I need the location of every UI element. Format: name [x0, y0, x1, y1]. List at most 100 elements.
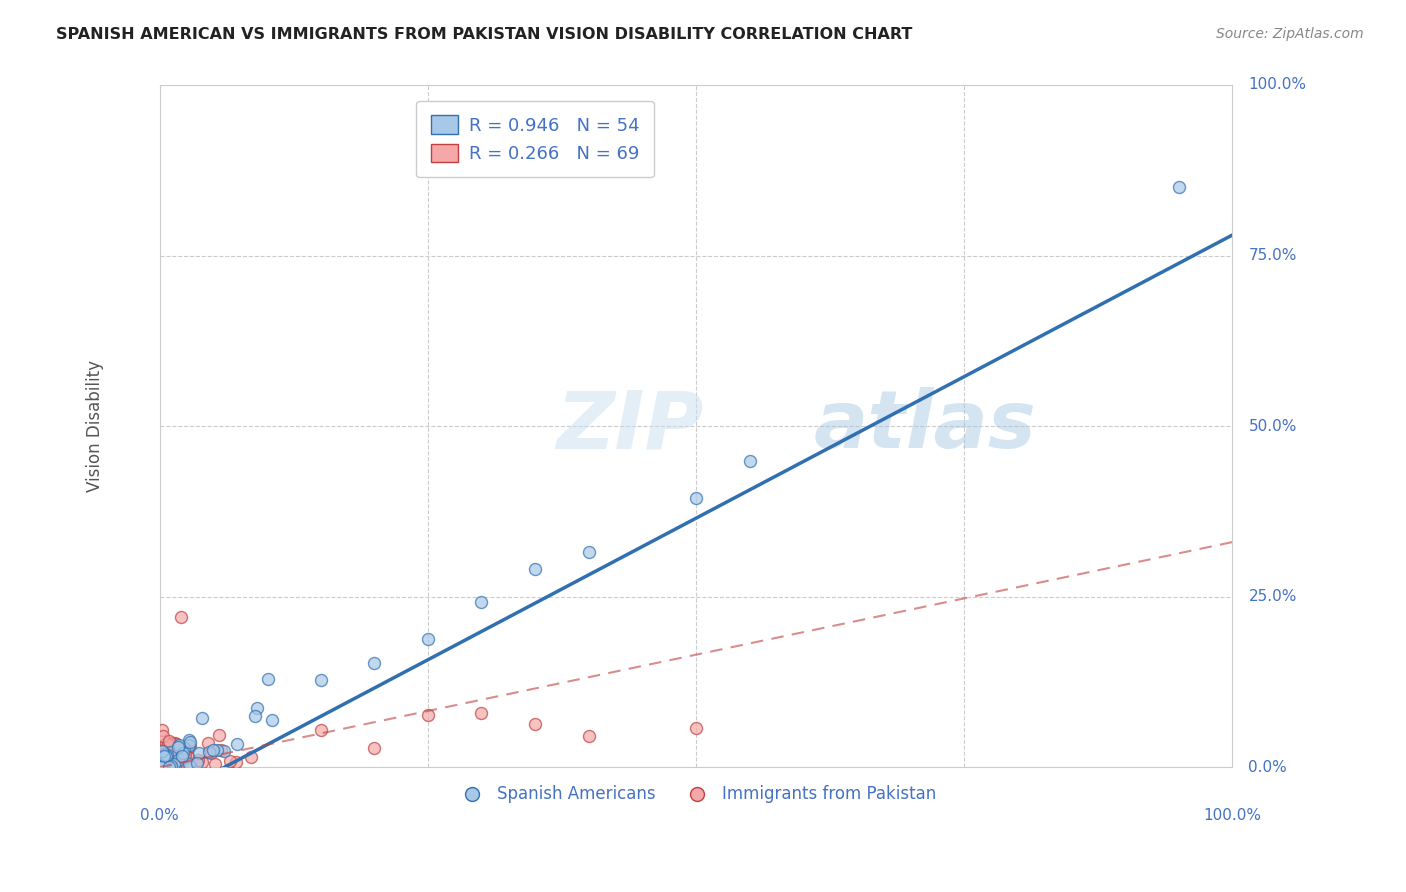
- Point: [150, 760, 173, 774]
- Point: [257, 672, 280, 686]
- Point: [157, 760, 180, 774]
- Point: [173, 747, 195, 762]
- Point: [167, 753, 190, 767]
- Point: [191, 755, 214, 769]
- Point: [159, 757, 181, 772]
- Point: [163, 757, 186, 772]
- Point: [205, 743, 228, 757]
- Point: [153, 749, 176, 764]
- Point: [153, 748, 176, 763]
- Point: [578, 730, 600, 744]
- Point: [738, 453, 761, 467]
- Point: [167, 752, 190, 766]
- Point: [153, 747, 176, 761]
- Point: [157, 756, 180, 770]
- Point: [163, 757, 186, 772]
- Point: [156, 737, 179, 751]
- Point: [179, 739, 201, 753]
- Text: 0.0%: 0.0%: [141, 808, 179, 823]
- Point: [152, 756, 174, 770]
- Point: [163, 756, 186, 771]
- Point: [165, 757, 187, 772]
- Point: [170, 756, 193, 770]
- Point: [150, 723, 173, 738]
- Point: [156, 760, 179, 774]
- Point: [173, 750, 195, 764]
- Point: [156, 758, 179, 772]
- Point: [157, 736, 180, 750]
- Point: [155, 747, 177, 762]
- Point: [159, 758, 181, 772]
- Point: [416, 708, 439, 723]
- Point: [169, 759, 191, 773]
- Point: [152, 759, 174, 773]
- Point: [416, 632, 439, 646]
- Point: [173, 747, 195, 762]
- Point: [226, 737, 249, 751]
- Point: [170, 756, 193, 770]
- Text: 50.0%: 50.0%: [1249, 418, 1296, 434]
- Point: [153, 749, 176, 764]
- Point: [150, 749, 173, 764]
- Point: [149, 759, 172, 773]
- Point: [578, 545, 600, 559]
- Text: atlas: atlas: [814, 387, 1036, 465]
- Point: [160, 736, 183, 750]
- Point: [685, 721, 707, 735]
- Point: [186, 756, 208, 771]
- Point: [470, 706, 492, 720]
- Point: [470, 595, 492, 609]
- Point: [188, 746, 211, 760]
- Point: [245, 701, 267, 715]
- Point: [155, 751, 177, 765]
- Text: 100.0%: 100.0%: [1204, 808, 1261, 823]
- Point: [152, 760, 174, 774]
- Point: [209, 743, 232, 757]
- Point: [149, 749, 172, 764]
- Point: [170, 610, 193, 624]
- Point: [179, 760, 201, 774]
- Point: [156, 755, 179, 769]
- Point: [156, 747, 179, 762]
- Point: [156, 748, 179, 763]
- Point: [363, 656, 385, 670]
- Point: [165, 737, 187, 751]
- Point: [170, 749, 193, 764]
- Point: [149, 753, 172, 767]
- Text: 100.0%: 100.0%: [1249, 78, 1306, 93]
- Text: 75.0%: 75.0%: [1249, 248, 1296, 263]
- Text: ZIP: ZIP: [557, 387, 704, 465]
- Point: [149, 760, 172, 774]
- Text: Source: ZipAtlas.com: Source: ZipAtlas.com: [1216, 27, 1364, 41]
- Point: [152, 729, 174, 743]
- Point: [1167, 180, 1189, 194]
- Point: [309, 723, 332, 737]
- Point: [163, 736, 186, 750]
- Point: [363, 740, 385, 755]
- Point: [204, 756, 226, 771]
- Point: [179, 738, 201, 752]
- Point: [156, 756, 179, 771]
- Point: [150, 744, 173, 758]
- Point: [155, 748, 177, 763]
- Point: [524, 562, 547, 576]
- Point: [208, 728, 231, 742]
- Point: [172, 746, 194, 760]
- Point: [167, 740, 190, 755]
- Point: [177, 733, 200, 747]
- Point: [169, 739, 191, 753]
- Point: [150, 756, 173, 770]
- Point: [155, 757, 177, 772]
- Point: [159, 760, 181, 774]
- Point: [163, 749, 186, 764]
- Text: Vision Disability: Vision Disability: [86, 360, 104, 492]
- Point: [160, 745, 183, 759]
- Point: [197, 736, 219, 750]
- Point: [225, 755, 247, 769]
- Point: [157, 734, 180, 748]
- Point: [157, 749, 180, 764]
- Point: [170, 754, 193, 768]
- Point: [177, 756, 200, 771]
- Point: [153, 756, 176, 770]
- Point: [262, 714, 284, 728]
